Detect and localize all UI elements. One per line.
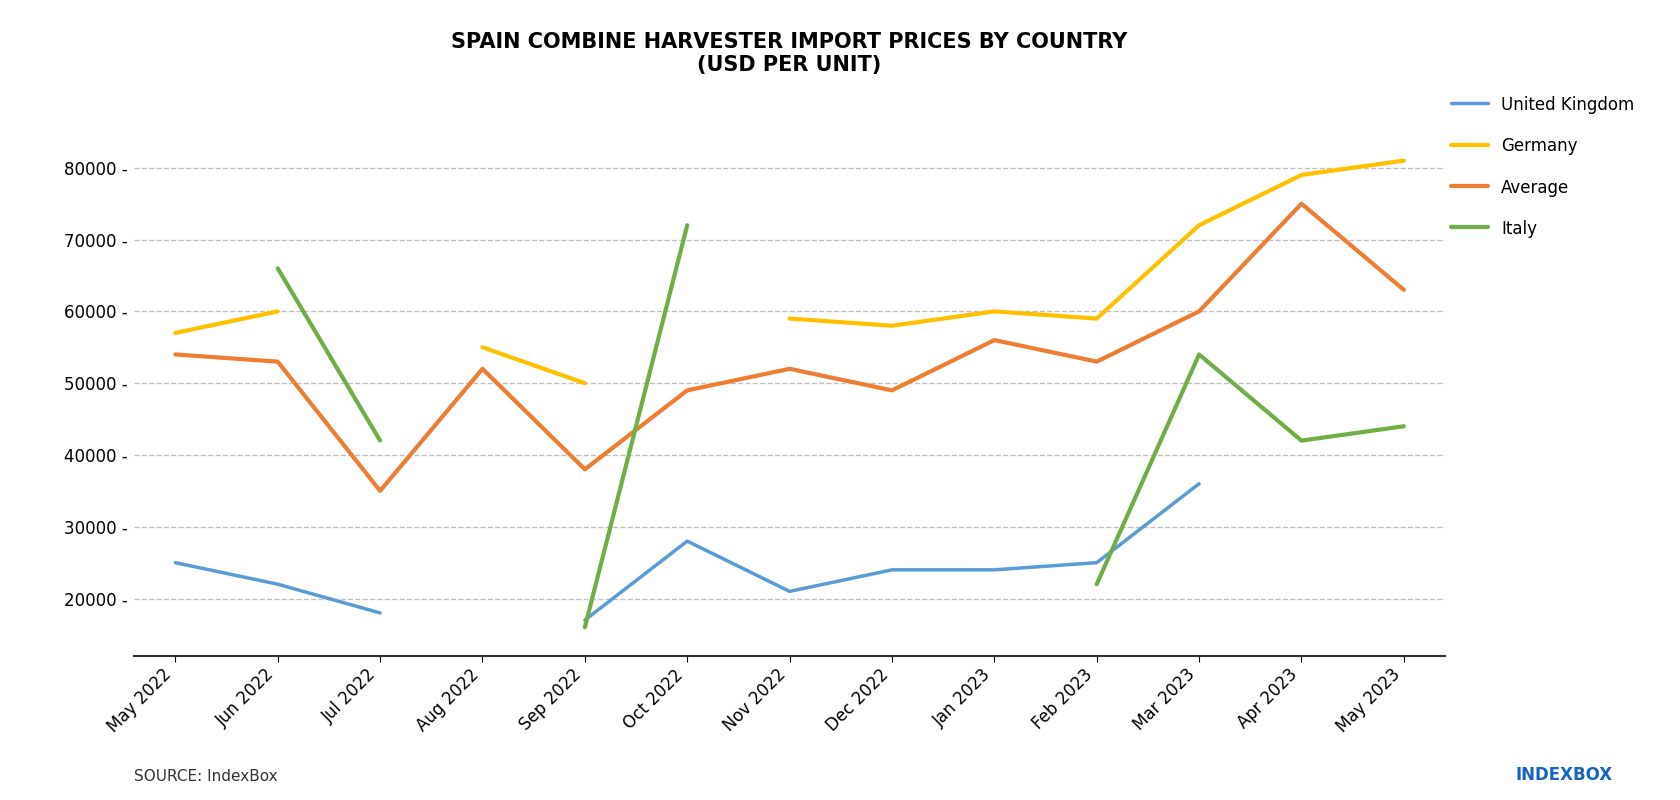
- Italy: [267, 263, 287, 273]
- Average: [1394, 285, 1415, 294]
- United Kingdom: [267, 579, 287, 589]
- Average: [472, 364, 492, 374]
- Average: [984, 335, 1005, 345]
- Text: SOURCE: IndexBox: SOURCE: IndexBox: [134, 769, 277, 784]
- Line: Germany: Germany: [175, 311, 277, 333]
- Legend: United Kingdom, Germany, Average, Italy: United Kingdom, Germany, Average, Italy: [1452, 96, 1635, 238]
- Average: [1189, 306, 1210, 316]
- Average: [1292, 199, 1312, 209]
- Line: Italy: Italy: [277, 268, 380, 441]
- Line: Average: Average: [175, 204, 1404, 491]
- Germany: [165, 328, 185, 338]
- Germany: [267, 306, 287, 316]
- Average: [1087, 357, 1107, 366]
- Average: [677, 386, 697, 395]
- Average: [575, 465, 595, 474]
- Average: [882, 386, 902, 395]
- Average: [780, 364, 800, 374]
- United Kingdom: [370, 608, 390, 618]
- Average: [165, 350, 185, 359]
- Average: [370, 486, 390, 496]
- United Kingdom: [165, 558, 185, 567]
- Line: United Kingdom: United Kingdom: [175, 562, 380, 613]
- Italy: [370, 436, 390, 446]
- Average: [267, 357, 287, 366]
- Title: SPAIN COMBINE HARVESTER IMPORT PRICES BY COUNTRY
(USD PER UNIT): SPAIN COMBINE HARVESTER IMPORT PRICES BY…: [452, 32, 1127, 75]
- Text: INDEXBOX: INDEXBOX: [1515, 766, 1613, 784]
